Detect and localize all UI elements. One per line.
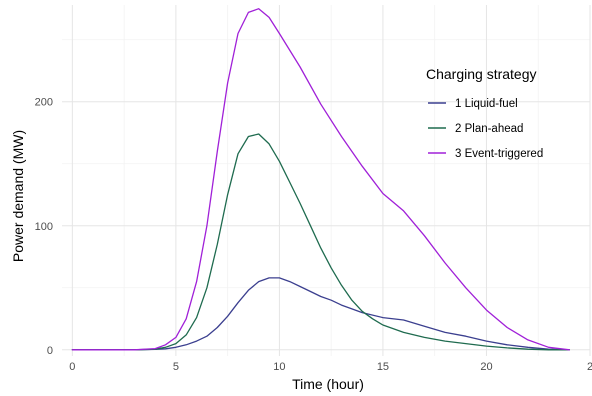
x-tick-labels: 0 5 10 15 20 2 [69, 361, 592, 373]
x-axis-title: Time (hour) [292, 376, 364, 392]
series-line-3 [71, 8, 570, 351]
legend-label: 2 Plan-ahead [455, 123, 523, 135]
series-line-1 [71, 277, 570, 351]
grid [62, 5, 591, 356]
x-tick-label: 2 [587, 361, 592, 373]
y-tick-labels: 0 100 200 [35, 97, 53, 357]
y-tick-label: 0 [47, 345, 53, 357]
x-tick-label: 10 [273, 361, 285, 373]
legend-label: 3 Event-triggered [455, 148, 543, 160]
series-line-2 [71, 133, 570, 351]
x-tick-label: 5 [173, 361, 179, 373]
legend-label: 1 Liquid-fuel [455, 98, 518, 110]
x-tick-label: 15 [377, 361, 389, 373]
y-tick-label: 200 [35, 97, 53, 109]
series-lines [71, 8, 570, 351]
legend-title: Charging strategy [426, 66, 537, 82]
legend: Charging strategy 1 Liquid-fuel 2 Plan-ah… [426, 66, 543, 160]
y-tick-label: 100 [35, 221, 53, 233]
x-tick-label: 0 [69, 361, 75, 373]
y-axis-title: Power demand (MW) [10, 130, 26, 262]
x-tick-label: 20 [480, 361, 492, 373]
